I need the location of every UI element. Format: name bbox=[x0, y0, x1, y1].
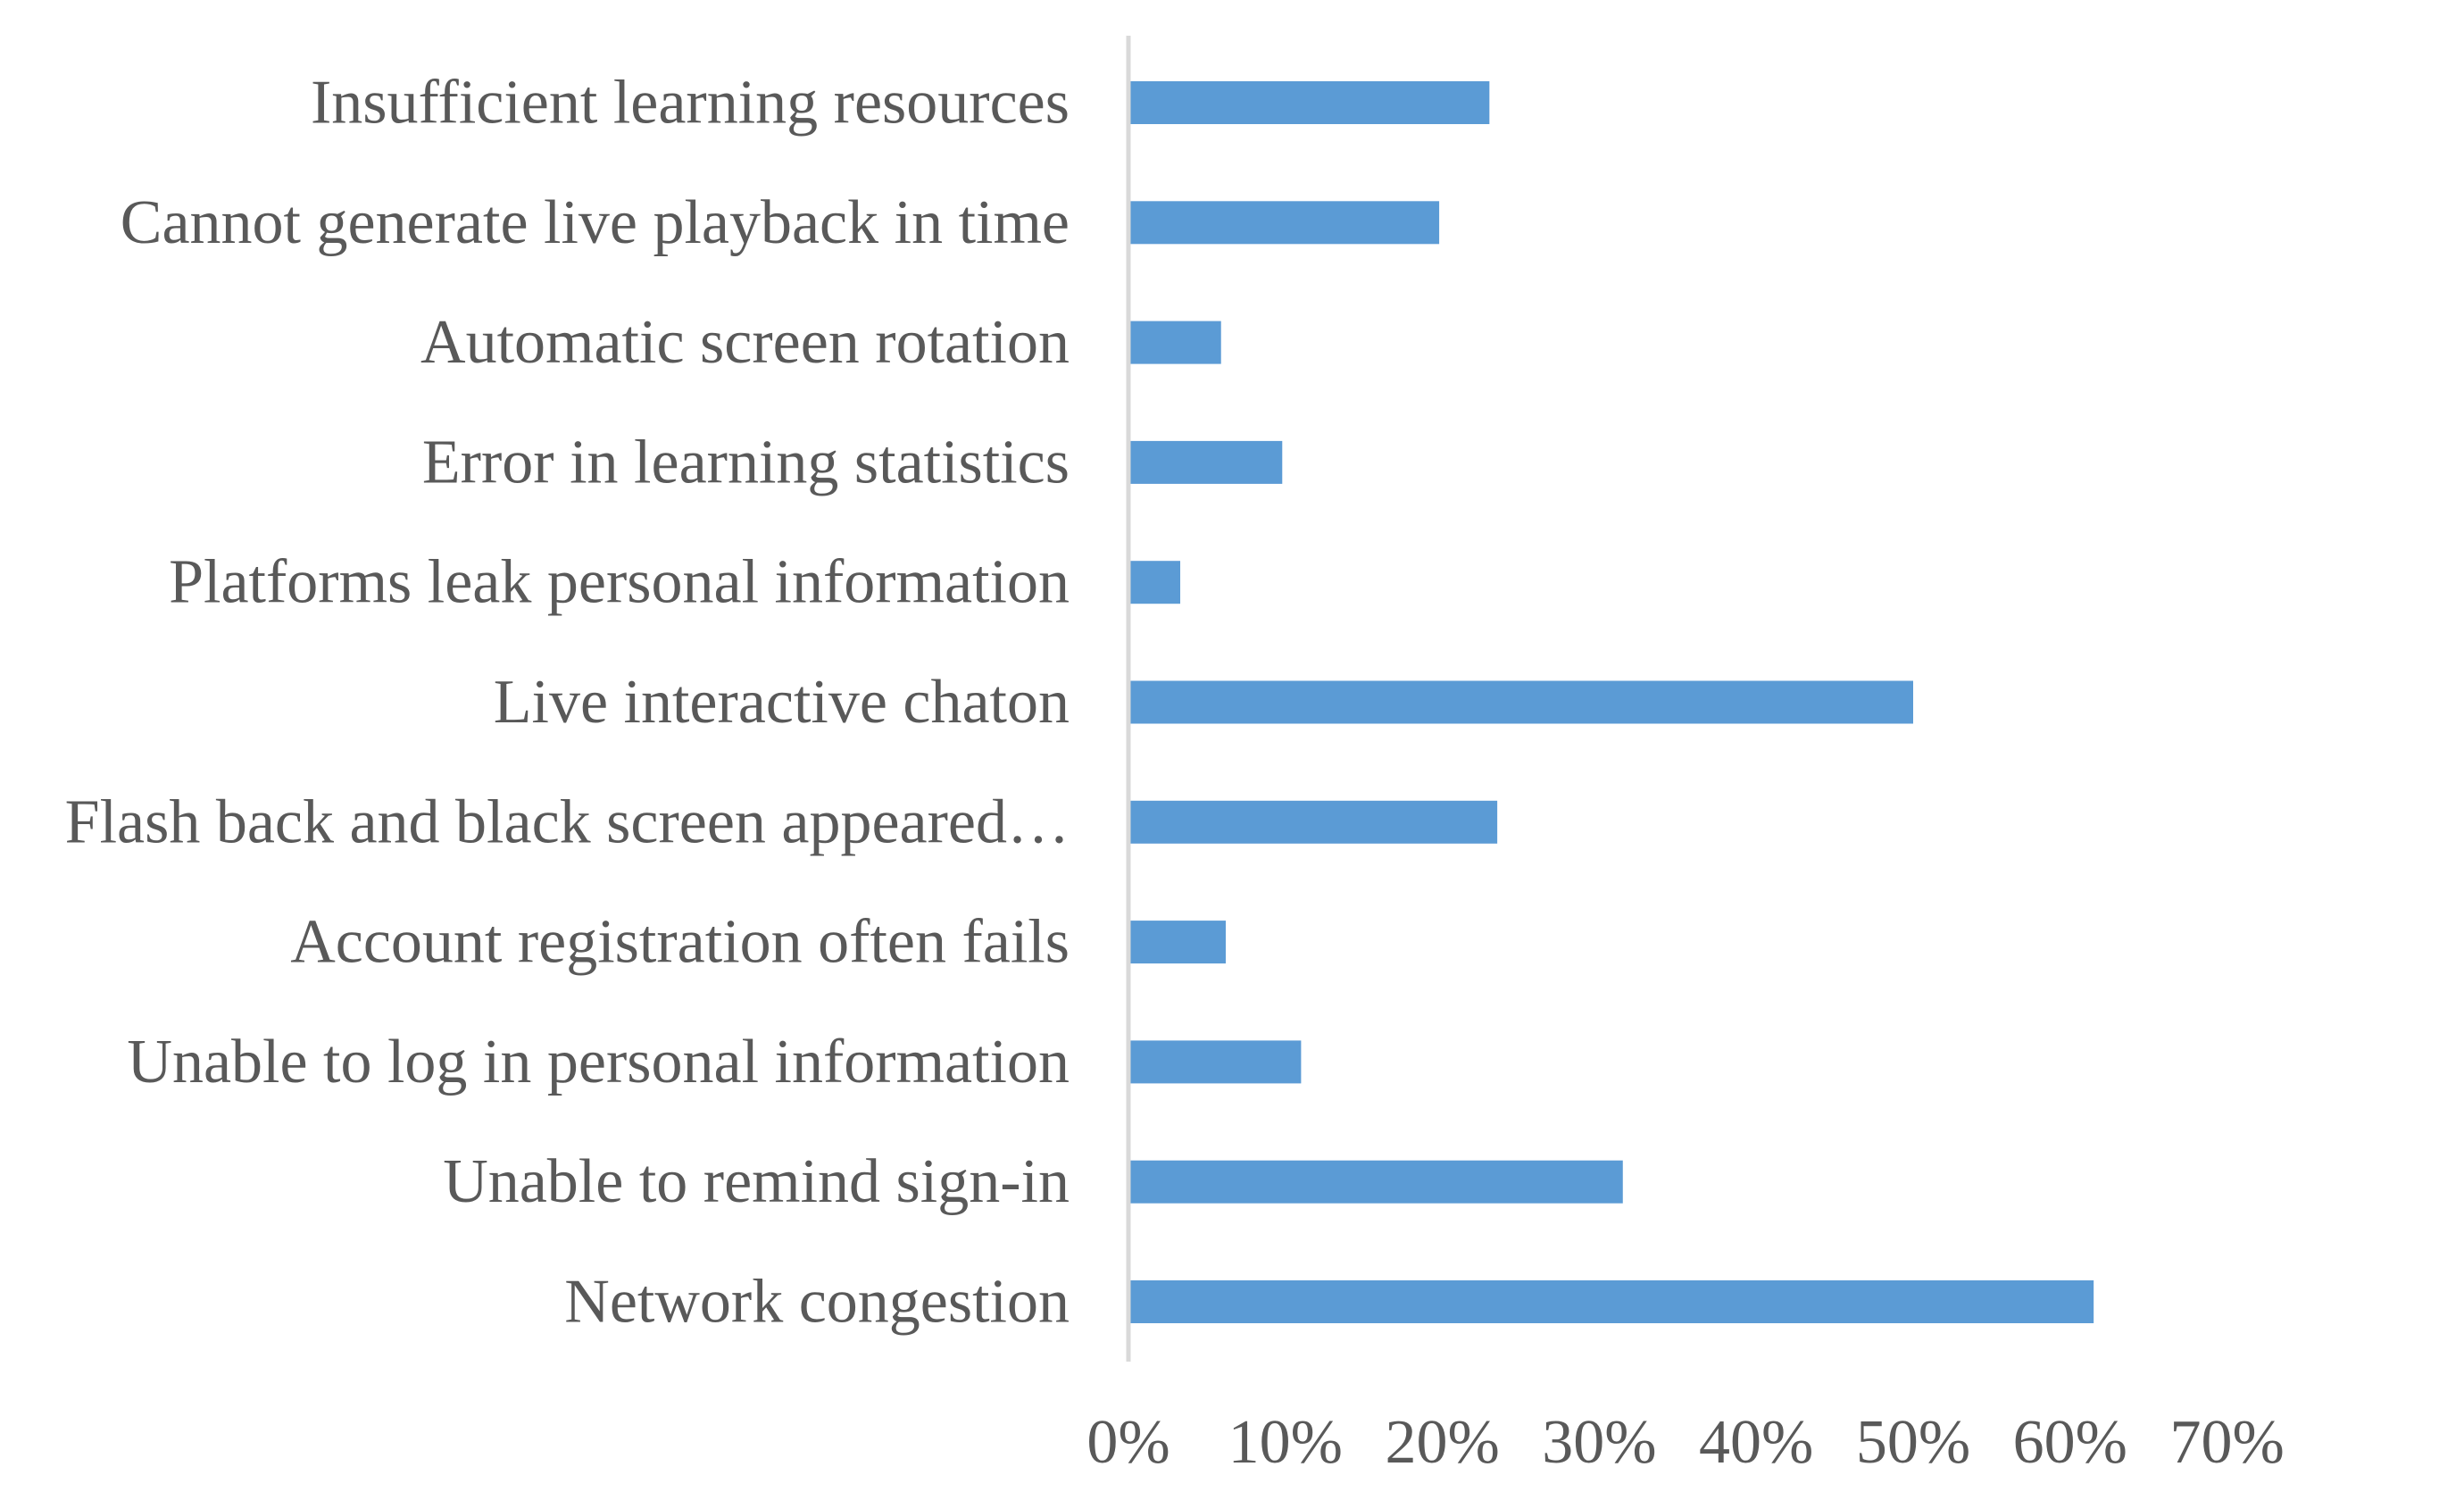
category-label: Live interactive chaton bbox=[494, 668, 1070, 737]
x-tick-label: 60% bbox=[2013, 1408, 2127, 1477]
category-label: Unable to remind sign-in bbox=[443, 1147, 1070, 1216]
category-label: Cannot generate live playback in time bbox=[121, 188, 1070, 257]
category-labels-layer: Network congestion Unable to remind sign-… bbox=[65, 69, 1070, 1337]
bar bbox=[1128, 680, 1913, 724]
category-label: Error in learning statistics bbox=[422, 428, 1070, 496]
bar bbox=[1128, 81, 1490, 124]
bar bbox=[1128, 321, 1221, 364]
x-tick-label: 0% bbox=[1086, 1408, 1170, 1477]
bar bbox=[1128, 440, 1283, 484]
x-tick-label: 40% bbox=[1699, 1408, 1813, 1477]
category-label: Unable to log in personal information bbox=[127, 1028, 1070, 1096]
category-label: Account registration often fails bbox=[290, 908, 1070, 977]
bar bbox=[1128, 1040, 1302, 1084]
x-tick-label: 10% bbox=[1228, 1408, 1343, 1477]
bar bbox=[1128, 561, 1181, 604]
category-label: Flash back and black screen appeared… bbox=[65, 788, 1070, 856]
category-label: Insufficient learning resources bbox=[311, 69, 1070, 138]
bar bbox=[1128, 1160, 1623, 1204]
bar bbox=[1128, 800, 1498, 844]
bars-layer bbox=[1128, 81, 2094, 1323]
x-tick-label: 70% bbox=[2169, 1408, 2284, 1477]
x-tick-label: 20% bbox=[1385, 1408, 1499, 1477]
bar bbox=[1128, 201, 1440, 245]
x-tick-label: 50% bbox=[1856, 1408, 1970, 1477]
x-tick-labels-layer: 0% 10% 20% 30% 40% 50% 60% 70% bbox=[1086, 1408, 2284, 1477]
category-label: Automatic screen rotation bbox=[420, 308, 1070, 377]
category-label: Platforms leak personal information bbox=[169, 548, 1070, 617]
bar bbox=[1128, 921, 1226, 964]
x-tick-label: 30% bbox=[1542, 1408, 1656, 1477]
bar bbox=[1128, 1280, 2094, 1323]
category-label: Network congestion bbox=[564, 1268, 1070, 1337]
